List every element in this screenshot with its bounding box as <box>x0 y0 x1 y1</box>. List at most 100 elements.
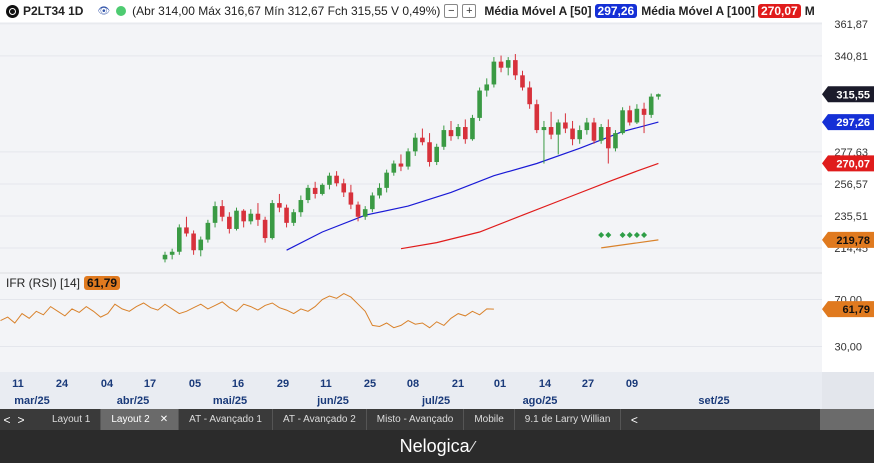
tab-0[interactable]: Layout 1 <box>42 409 102 430</box>
candle-body <box>598 127 604 141</box>
badge-shape <box>822 86 874 103</box>
badge-label: 297,26 <box>836 117 870 129</box>
tabs-prev-button[interactable]: < <box>3 412 11 427</box>
footer-bar: Nelogica ⁄ <box>0 430 874 463</box>
badge-label: 270,07 <box>836 158 870 170</box>
badge-shape <box>822 231 874 248</box>
tab-label: Layout 1 <box>52 414 91 425</box>
candle-body <box>491 61 497 85</box>
tab-close-icon[interactable]: ✕ <box>159 414 169 425</box>
rsi-tick-label: 30,00 <box>834 342 862 354</box>
candle-body <box>527 87 532 105</box>
rsi-label[interactable]: IFR (RSI) [14] <box>6 276 81 290</box>
header-overflow-label: M <box>804 4 815 18</box>
candle-body <box>327 175 332 185</box>
x-day-tick: 29 <box>277 378 289 390</box>
asset-logo-icon <box>6 4 19 18</box>
candle-body <box>641 108 647 115</box>
rsi-panel-header: IFR (RSI) [14] 61,79 <box>6 276 121 290</box>
axis-value-badge: 297,26 <box>822 114 874 131</box>
x-day-tick: 04 <box>101 378 114 390</box>
ma100-label[interactable]: Média Móvel A [100] <box>641 4 756 18</box>
collapse-button[interactable]: − <box>444 4 459 18</box>
candle-body <box>606 127 611 149</box>
tab-label: 9.1 de Larry Willian <box>524 414 611 425</box>
x-month-tick: set/25 <box>698 395 729 407</box>
badge-shape <box>822 114 874 131</box>
tab-label: Mobile <box>474 414 504 425</box>
tab-5[interactable]: Mobile <box>464 409 515 430</box>
signal-marker-icon <box>626 232 633 239</box>
tabs-next-button[interactable]: > <box>17 412 25 427</box>
candle-body <box>219 206 225 217</box>
x-axis-background <box>0 372 822 409</box>
axis-value-badge: 61,79 <box>822 301 874 318</box>
symbol-label[interactable]: P2LT34 1D <box>23 4 84 18</box>
tab-2[interactable]: AT - Avançado 1 <box>179 409 273 430</box>
candle-body <box>305 187 311 201</box>
chart-header: P2LT34 1D 👁 (Abr 314,00 Máx 316,67 Mín 3… <box>0 0 820 22</box>
signal-marker-icon <box>598 232 605 239</box>
x-month-tick: abr/25 <box>117 395 149 407</box>
candle-body <box>362 209 368 217</box>
x-day-tick: 05 <box>189 378 201 390</box>
candle-body <box>505 60 511 68</box>
ma50-value-badge: 297,26 <box>594 4 638 18</box>
tab-list: Layout 1 Layout 2 ✕ AT - Avançado 1 AT - Ava… <box>42 409 622 430</box>
candle-body <box>312 187 318 194</box>
candle-body <box>463 127 468 140</box>
badge-shape <box>822 301 874 318</box>
x-day-tick: 01 <box>494 378 506 390</box>
candle-body <box>584 122 590 131</box>
price-tick-label: 361,87 <box>834 19 868 31</box>
x-day-tick: 09 <box>626 378 638 390</box>
signal-marker-icon <box>619 232 626 239</box>
tab-4[interactable]: Misto - Avançado <box>367 409 465 430</box>
x-day-tick: 16 <box>232 378 244 390</box>
candle-body <box>470 117 475 140</box>
x-day-tick: 27 <box>582 378 594 390</box>
candle-body <box>548 127 554 135</box>
tab-3[interactable]: AT - Avançado 2 <box>273 409 367 430</box>
candle-body <box>241 210 246 222</box>
rsi-value-badge: 61,79 <box>84 276 121 290</box>
tab-6[interactable]: 9.1 de Larry Willian <box>515 409 622 430</box>
candle-body <box>212 206 218 223</box>
candle-body <box>198 239 204 251</box>
candle-body <box>434 146 439 163</box>
candle-body <box>541 127 547 131</box>
axis-value-badge: 270,07 <box>822 155 874 172</box>
brand-name: Nelogica <box>399 436 470 456</box>
tab-1[interactable]: Layout 2 ✕ <box>101 409 180 430</box>
candle-body <box>355 204 361 217</box>
x-month-tick: jul/25 <box>421 395 450 407</box>
candle-body <box>191 233 196 251</box>
candle-body <box>648 96 654 115</box>
candle-body <box>634 108 640 123</box>
candle-body <box>269 203 275 239</box>
candle-body <box>384 172 389 188</box>
candle-body <box>412 137 418 152</box>
candle-body <box>441 130 447 147</box>
nelogica-logo: Nelogica ⁄ <box>400 436 475 457</box>
axis-value-badge: 315,55 <box>822 86 874 103</box>
x-month-tick: mar/25 <box>14 395 49 407</box>
candle-body <box>341 183 347 193</box>
candle-body <box>169 251 175 255</box>
tabs-more-button[interactable]: < <box>630 412 638 427</box>
candle-body <box>284 207 289 223</box>
tab-label: Misto - Avançado <box>376 414 454 425</box>
visibility-icon[interactable]: 👁 <box>97 5 111 17</box>
candle-body <box>656 94 661 97</box>
candle-body <box>334 175 339 184</box>
ma50-label[interactable]: Média Móvel A [50] <box>484 4 592 18</box>
candle-body <box>377 187 382 196</box>
x-day-tick: 11 <box>320 378 332 390</box>
candle-body <box>320 184 325 194</box>
add-indicator-button[interactable]: + <box>462 4 477 18</box>
x-day-tick: 08 <box>407 378 419 390</box>
x-day-tick: 17 <box>144 378 156 390</box>
candle-body <box>248 213 254 222</box>
candle-body <box>455 127 461 137</box>
